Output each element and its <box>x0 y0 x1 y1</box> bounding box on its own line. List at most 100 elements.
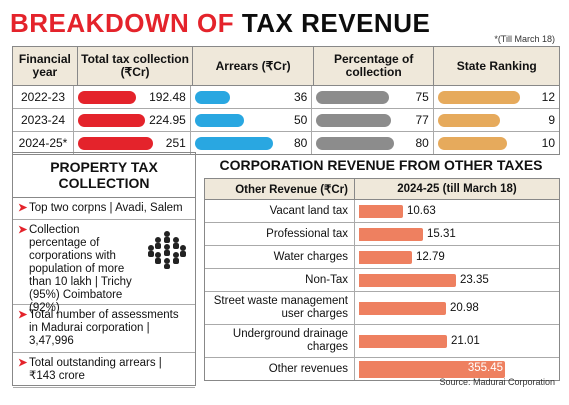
property-item-text: Total number of assessments in Madurai c… <box>29 309 179 347</box>
property-item-text: Top two corpns | Avadi, Salem <box>29 202 183 214</box>
corp-row: Non-Tax 23.35 <box>205 269 559 292</box>
property-item: ➤ Top two corpns | Avadi, Salem <box>13 198 195 220</box>
arrow-icon: ➤ <box>18 357 28 369</box>
corp-row: Vacant land tax 10.63 <box>205 200 559 223</box>
arrow-icon: ➤ <box>18 224 28 236</box>
bar-cell: 192.48 <box>74 86 191 108</box>
corp-category-label: Vacant land tax <box>205 200 355 222</box>
tax-table: Financial year Total tax collection (₹Cr… <box>12 46 560 155</box>
property-title: PROPERTY TAX COLLECTION <box>13 153 195 198</box>
corp-bar-cell: 10.63 <box>355 200 559 222</box>
corp-revenue-table: Other Revenue (₹Cr) 2024-25 (till March … <box>204 178 560 381</box>
title-part2: TAX REVENUE <box>241 8 431 38</box>
header-pct: Percentage of collection <box>314 47 435 85</box>
table-row: 2022-23 192.48 36 75 12 <box>13 86 559 109</box>
bar-mark <box>316 113 392 127</box>
bar-cell: 36 <box>191 86 313 108</box>
bar-mark <box>437 90 520 104</box>
page-title: BREAKDOWN OF TAX REVENUE <box>10 8 430 39</box>
corp-header-col2: 2024-25 (till March 18) <box>397 183 517 195</box>
bar-value-label: 80 <box>415 136 429 150</box>
corp-category-label: Professional tax <box>205 223 355 245</box>
bar-mark <box>78 90 136 104</box>
corp-bar-mark <box>359 204 403 218</box>
corp-row: Water charges 12.79 <box>205 246 559 269</box>
corp-bar-cell: 355.45 <box>355 358 559 380</box>
bar-mark <box>437 136 507 150</box>
corp-bar-cell: 12.79 <box>355 246 559 268</box>
bar-value-label: 224.95 <box>149 113 186 127</box>
corp-bar-cell: 21.01 <box>355 325 559 357</box>
corp-value-label: 12.79 <box>416 251 445 263</box>
bar-cell: 10 <box>434 132 559 154</box>
corp-title: CORPORATION REVENUE FROM OTHER TAXES <box>219 157 543 173</box>
bar-mark <box>78 113 145 127</box>
corp-value-label: 21.01 <box>451 335 480 347</box>
property-item-text: Collection percentage of corporations wi… <box>29 224 132 314</box>
bar-cell: 80 <box>312 132 434 154</box>
year-cell: 2022-23 <box>13 86 74 108</box>
corp-bar-cell: 15.31 <box>355 223 559 245</box>
bar-cell: 224.95 <box>74 109 191 131</box>
arrow-icon: ➤ <box>18 309 28 321</box>
bar-cell: 251 <box>74 132 191 154</box>
corp-bar-cell: 20.98 <box>355 292 559 324</box>
corp-row: Street waste management user charges 20.9… <box>205 292 559 325</box>
bar-mark <box>194 90 230 104</box>
corp-bar-mark <box>359 301 446 315</box>
bar-cell: 9 <box>434 109 559 131</box>
header-arrears: Arrears (₹Cr) <box>193 47 314 85</box>
bar-mark <box>194 113 244 127</box>
bar-mark <box>194 136 273 150</box>
bar-mark <box>316 90 390 104</box>
property-item: ➤ Total number of assessments in Madurai … <box>13 305 195 353</box>
bar-value-label: 77 <box>415 113 429 127</box>
corp-category-label: Other revenues <box>205 358 355 380</box>
bar-cell: 12 <box>434 86 559 108</box>
corp-row: Underground drainage charges 21.01 <box>205 325 559 358</box>
corp-value-label: 355.45 <box>467 361 503 374</box>
bar-value-label: 75 <box>415 90 429 104</box>
corp-bar-mark <box>359 273 456 287</box>
property-item: ➤ Collection percentage of corporations w… <box>13 220 195 314</box>
bar-value-label: 192.48 <box>149 90 186 104</box>
property-item-text: Total outstanding arrears | ₹143 crore <box>29 357 162 382</box>
bar-cell: 77 <box>312 109 434 131</box>
bar-mark <box>316 136 395 150</box>
bar-cell: 80 <box>191 132 313 154</box>
crowd-icon <box>148 231 186 269</box>
bar-value-label: 10 <box>541 136 555 150</box>
corp-category-label: Street waste management user charges <box>205 292 355 324</box>
bar-value-label: 9 <box>548 113 555 127</box>
corp-category-label: Underground drainage charges <box>205 325 355 357</box>
corp-bar-mark <box>359 334 447 348</box>
date-note: *(Till March 18) <box>494 34 555 44</box>
corp-row: Other revenues 355.45 <box>205 358 559 380</box>
corp-header: Other Revenue (₹Cr) 2024-25 (till March … <box>205 179 559 200</box>
corp-bar-mark <box>359 250 412 264</box>
corp-value-label: 15.31 <box>427 228 456 240</box>
corp-category-label: Non-Tax <box>205 269 355 291</box>
title-part1: BREAKDOWN OF <box>10 8 235 38</box>
corp-value-label: 20.98 <box>450 302 479 314</box>
property-tax-box: PROPERTY TAX COLLECTION ➤ Top two corpns … <box>12 152 196 388</box>
bar-cell: 75 <box>312 86 434 108</box>
header-total: Total tax collection (₹Cr) <box>78 47 194 85</box>
property-item: ➤ Total outstanding arrears | ₹143 crore <box>13 353 195 388</box>
bar-mark <box>78 136 153 150</box>
corp-header-col1: Other Revenue (₹Cr) <box>205 179 355 199</box>
corp-value-label: 10.63 <box>407 205 436 217</box>
year-cell: 2023-24 <box>13 109 74 131</box>
corp-bar-cell: 23.35 <box>355 269 559 291</box>
bar-value-label: 50 <box>293 113 308 127</box>
bar-value-label: 251 <box>165 136 186 150</box>
arrow-icon: ➤ <box>18 202 28 214</box>
header-rank: State Ranking <box>456 58 537 73</box>
header-year: Financial year <box>13 47 78 85</box>
source-note: Source: Madurai Corporation <box>439 377 555 387</box>
bar-mark <box>437 113 500 127</box>
corp-bar-mark: 355.45 <box>359 360 505 378</box>
table-row: 2024-25* 251 80 80 10 <box>13 132 559 154</box>
bar-value-label: 80 <box>293 136 308 150</box>
bar-value-label: 36 <box>293 90 308 104</box>
